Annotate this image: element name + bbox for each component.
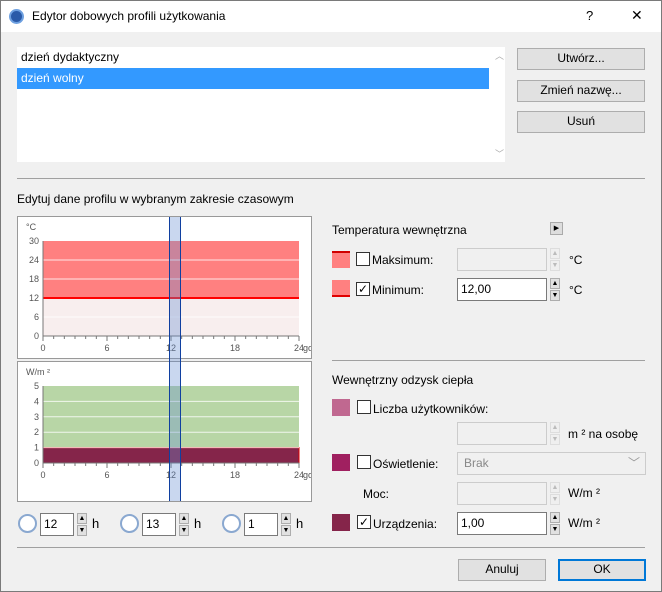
max-unit: °C	[569, 253, 583, 267]
y-tick-label: 24	[29, 255, 39, 265]
clock-icon	[18, 514, 37, 533]
x-tick-label: 24	[294, 343, 304, 353]
y-tick-label: 5	[34, 381, 39, 391]
help-button[interactable]: ?	[586, 8, 594, 23]
lighting-color-swatch	[332, 454, 350, 471]
min-color-swatch	[332, 280, 350, 297]
power-input[interactable]	[457, 482, 547, 505]
temperature-header: Temperatura wewnętrzna	[332, 223, 467, 237]
clock-icon	[222, 514, 241, 533]
x-axis-label: god	[303, 343, 311, 353]
lighting-label: Oświetlenie:	[373, 457, 439, 471]
min-stepper[interactable]: ▲ ▼	[550, 278, 560, 301]
time-selection-band[interactable]	[169, 217, 181, 501]
devices-unit: W/m ²	[568, 516, 600, 530]
y-tick-label: 2	[34, 427, 39, 437]
y-tick-label: 3	[34, 412, 39, 422]
divider	[17, 178, 645, 179]
min-unit: °C	[569, 283, 583, 297]
y-tick-label: 6	[34, 312, 39, 322]
x-tick-label: 12	[166, 470, 176, 480]
devices-stepper[interactable]: ▲ ▼	[550, 512, 560, 535]
users-input[interactable]	[457, 422, 547, 445]
time-end-stepper[interactable]: ▲ ▼	[179, 513, 189, 536]
y-axis-label: W/m ²	[26, 367, 50, 377]
x-tick-label: 6	[104, 343, 109, 353]
lighting-select-value: Brak	[464, 456, 489, 470]
band-0	[43, 241, 299, 298]
devices-input[interactable]: 1,00	[457, 512, 547, 535]
temperature-chart[interactable]: 061218243006121824god°C	[17, 216, 318, 359]
create-button[interactable]: Utwórz...	[517, 48, 645, 70]
lighting-checkbox[interactable]	[357, 455, 371, 469]
users-unit: m ² na osobę	[568, 427, 639, 441]
scroll-down-icon[interactable]: ﹀	[495, 149, 505, 159]
x-axis-label: god	[303, 470, 311, 480]
section-label: Edytuj dane profilu w wybranym zakresie …	[17, 192, 294, 206]
profile-list[interactable]: dzień dydaktyczny dzień wolny ︿ ﹀	[17, 47, 505, 162]
rename-button[interactable]: Zmień nazwę...	[517, 80, 645, 102]
max-stepper[interactable]: ▲ ▼	[550, 248, 560, 271]
y-tick-label: 0	[34, 458, 39, 468]
power-unit: W/m ²	[568, 486, 600, 500]
users-color-swatch	[332, 399, 350, 416]
close-button[interactable]: ✕	[631, 7, 643, 23]
devices-checkbox[interactable]: ✓	[357, 515, 371, 529]
y-tick-label: 0	[34, 331, 39, 341]
users-label: Liczba użytkowników:	[373, 402, 489, 416]
y-axis-label: °C	[26, 222, 37, 232]
time-unit: h	[194, 516, 202, 531]
time-unit: h	[92, 516, 100, 531]
devices-label: Urządzenia:	[373, 517, 438, 531]
x-tick-label: 18	[230, 343, 240, 353]
y-tick-label: 1	[34, 443, 39, 453]
x-tick-label: 6	[104, 470, 109, 480]
max-checkbox[interactable]	[356, 252, 370, 266]
ok-button[interactable]: OK	[558, 559, 646, 581]
time-duration-stepper[interactable]: ▲ ▼	[281, 513, 291, 536]
title-bar: Edytor dobowych profili użytkowania ? ✕	[1, 1, 661, 32]
clock-icon	[120, 514, 139, 533]
delete-button[interactable]: Usuń	[517, 111, 645, 133]
x-tick-label: 12	[166, 343, 176, 353]
min-input[interactable]: 12,00	[457, 278, 547, 301]
divider	[17, 547, 645, 548]
min-checkbox[interactable]: ✓	[356, 282, 370, 296]
max-color-swatch	[332, 251, 350, 268]
heat-header: Wewnętrzny odzysk ciepła	[332, 373, 474, 387]
x-tick-label: 0	[40, 470, 45, 480]
x-tick-label: 18	[230, 470, 240, 480]
lighting-select[interactable]: Brak ﹀	[457, 452, 646, 475]
time-end-input[interactable]: 13	[142, 513, 176, 536]
power-stepper[interactable]: ▲ ▼	[550, 482, 560, 505]
max-label: Maksimum:	[372, 253, 434, 267]
x-tick-label: 0	[40, 343, 45, 353]
scroll-up-icon[interactable]: ︿	[495, 51, 505, 61]
y-tick-label: 4	[34, 396, 39, 406]
expand-arrow-button[interactable]: ▶	[550, 222, 563, 235]
chevron-down-icon: ﹀	[627, 456, 640, 470]
y-tick-label: 30	[29, 236, 39, 246]
window-title: Edytor dobowych profili użytkowania	[32, 9, 226, 23]
users-checkbox[interactable]	[357, 400, 371, 414]
list-item[interactable]: dzień dydaktyczny	[21, 50, 120, 64]
min-label: Minimum:	[372, 283, 425, 297]
heat-gain-chart[interactable]: 01234506121824godW/m ²	[17, 361, 318, 502]
users-stepper[interactable]: ▲ ▼	[550, 422, 560, 445]
devices-color-swatch	[332, 514, 350, 531]
cancel-button[interactable]: Anuluj	[458, 559, 546, 581]
list-item[interactable]: dzień wolny	[17, 68, 489, 89]
y-tick-label: 12	[29, 293, 39, 303]
x-tick-label: 24	[294, 470, 304, 480]
divider	[332, 360, 645, 361]
time-start-input[interactable]: 12	[40, 513, 74, 536]
power-label: Moc:	[363, 487, 390, 501]
max-input[interactable]	[457, 248, 547, 271]
time-duration-input[interactable]: 1	[244, 513, 278, 536]
app-icon	[9, 9, 24, 24]
time-start-stepper[interactable]: ▲ ▼	[77, 513, 87, 536]
time-unit: h	[296, 516, 304, 531]
y-tick-label: 18	[29, 274, 39, 284]
